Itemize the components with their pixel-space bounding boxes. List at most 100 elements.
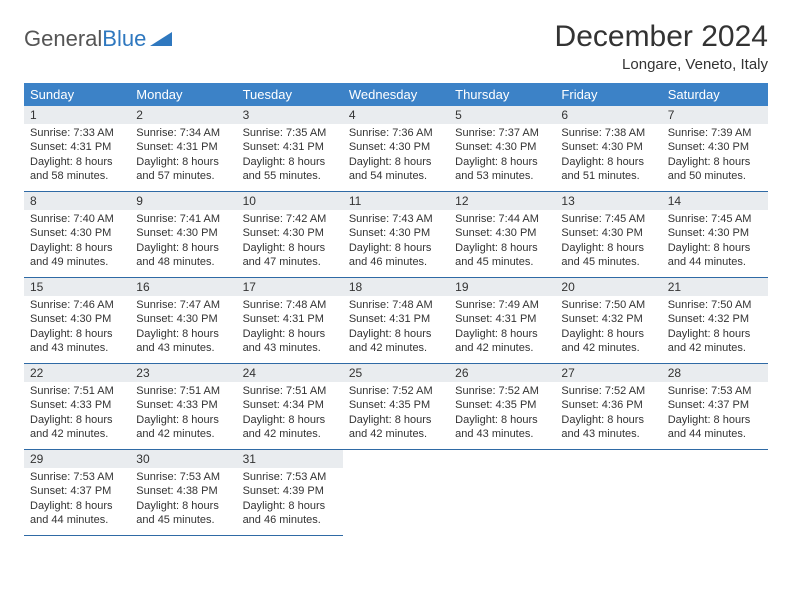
daylight-line: Daylight: 8 hours and 48 minutes. (136, 241, 230, 270)
sunrise-line: Sunrise: 7:52 AM (455, 384, 549, 398)
sunset-line: Sunset: 4:30 PM (668, 140, 762, 154)
logo-triangle-icon (146, 26, 172, 52)
sunrise-line: Sunrise: 7:37 AM (455, 126, 549, 140)
logo: GeneralBlue (24, 20, 172, 52)
day-details: Sunrise: 7:45 AMSunset: 4:30 PMDaylight:… (555, 210, 661, 269)
day-details: Sunrise: 7:52 AMSunset: 4:35 PMDaylight:… (343, 382, 449, 441)
daylight-line: Daylight: 8 hours and 42 minutes. (136, 413, 230, 442)
calendar-cell: 29Sunrise: 7:53 AMSunset: 4:37 PMDayligh… (24, 450, 130, 536)
sunrise-line: Sunrise: 7:49 AM (455, 298, 549, 312)
day-details: Sunrise: 7:38 AMSunset: 4:30 PMDaylight:… (555, 124, 661, 183)
sunset-line: Sunset: 4:30 PM (30, 226, 124, 240)
sunrise-line: Sunrise: 7:44 AM (455, 212, 549, 226)
daylight-line: Daylight: 8 hours and 44 minutes. (668, 413, 762, 442)
calendar-cell: 28Sunrise: 7:53 AMSunset: 4:37 PMDayligh… (662, 364, 768, 450)
sunset-line: Sunset: 4:31 PM (349, 312, 443, 326)
day-number: 21 (662, 278, 768, 296)
weekday-label: Tuesday (237, 83, 343, 106)
day-details: Sunrise: 7:37 AMSunset: 4:30 PMDaylight:… (449, 124, 555, 183)
sunset-line: Sunset: 4:30 PM (136, 312, 230, 326)
calendar-cell-empty (449, 450, 555, 536)
weekday-label: Wednesday (343, 83, 449, 106)
daylight-line: Daylight: 8 hours and 45 minutes. (136, 499, 230, 528)
calendar-cell-empty (555, 450, 661, 536)
day-number: 23 (130, 364, 236, 382)
day-number: 16 (130, 278, 236, 296)
sunrise-line: Sunrise: 7:52 AM (349, 384, 443, 398)
day-details: Sunrise: 7:39 AMSunset: 4:30 PMDaylight:… (662, 124, 768, 183)
day-details: Sunrise: 7:52 AMSunset: 4:35 PMDaylight:… (449, 382, 555, 441)
calendar-cell: 15Sunrise: 7:46 AMSunset: 4:30 PMDayligh… (24, 278, 130, 364)
sunset-line: Sunset: 4:31 PM (243, 140, 337, 154)
day-number: 4 (343, 106, 449, 124)
day-number: 18 (343, 278, 449, 296)
day-number: 17 (237, 278, 343, 296)
calendar-cell: 25Sunrise: 7:52 AMSunset: 4:35 PMDayligh… (343, 364, 449, 450)
sunset-line: Sunset: 4:37 PM (668, 398, 762, 412)
day-details: Sunrise: 7:48 AMSunset: 4:31 PMDaylight:… (237, 296, 343, 355)
sunrise-line: Sunrise: 7:48 AM (349, 298, 443, 312)
day-details: Sunrise: 7:50 AMSunset: 4:32 PMDaylight:… (555, 296, 661, 355)
sunset-line: Sunset: 4:33 PM (30, 398, 124, 412)
sunset-line: Sunset: 4:32 PM (668, 312, 762, 326)
sunrise-line: Sunrise: 7:33 AM (30, 126, 124, 140)
calendar-cell: 6Sunrise: 7:38 AMSunset: 4:30 PMDaylight… (555, 106, 661, 192)
daylight-line: Daylight: 8 hours and 43 minutes. (30, 327, 124, 356)
sunset-line: Sunset: 4:33 PM (136, 398, 230, 412)
day-details: Sunrise: 7:53 AMSunset: 4:37 PMDaylight:… (24, 468, 130, 527)
sunset-line: Sunset: 4:30 PM (30, 312, 124, 326)
day-number: 24 (237, 364, 343, 382)
sunset-line: Sunset: 4:37 PM (30, 484, 124, 498)
calendar-cell-empty (662, 450, 768, 536)
calendar-cell: 20Sunrise: 7:50 AMSunset: 4:32 PMDayligh… (555, 278, 661, 364)
day-number: 1 (24, 106, 130, 124)
sunset-line: Sunset: 4:32 PM (561, 312, 655, 326)
calendar-cell: 14Sunrise: 7:45 AMSunset: 4:30 PMDayligh… (662, 192, 768, 278)
calendar-cell: 10Sunrise: 7:42 AMSunset: 4:30 PMDayligh… (237, 192, 343, 278)
daylight-line: Daylight: 8 hours and 46 minutes. (243, 499, 337, 528)
calendar-cell: 26Sunrise: 7:52 AMSunset: 4:35 PMDayligh… (449, 364, 555, 450)
sunrise-line: Sunrise: 7:38 AM (561, 126, 655, 140)
sunset-line: Sunset: 4:39 PM (243, 484, 337, 498)
day-number: 10 (237, 192, 343, 210)
weekday-label: Thursday (449, 83, 555, 106)
day-details: Sunrise: 7:34 AMSunset: 4:31 PMDaylight:… (130, 124, 236, 183)
calendar-cell: 22Sunrise: 7:51 AMSunset: 4:33 PMDayligh… (24, 364, 130, 450)
daylight-line: Daylight: 8 hours and 42 minutes. (561, 327, 655, 356)
sunset-line: Sunset: 4:30 PM (561, 226, 655, 240)
calendar-cell: 21Sunrise: 7:50 AMSunset: 4:32 PMDayligh… (662, 278, 768, 364)
daylight-line: Daylight: 8 hours and 55 minutes. (243, 155, 337, 184)
sunrise-line: Sunrise: 7:51 AM (30, 384, 124, 398)
sunrise-line: Sunrise: 7:43 AM (349, 212, 443, 226)
daylight-line: Daylight: 8 hours and 44 minutes. (668, 241, 762, 270)
sunset-line: Sunset: 4:30 PM (349, 226, 443, 240)
calendar-cell: 19Sunrise: 7:49 AMSunset: 4:31 PMDayligh… (449, 278, 555, 364)
sunset-line: Sunset: 4:34 PM (243, 398, 337, 412)
calendar-cell: 3Sunrise: 7:35 AMSunset: 4:31 PMDaylight… (237, 106, 343, 192)
sunrise-line: Sunrise: 7:35 AM (243, 126, 337, 140)
month-title: December 2024 (555, 20, 768, 54)
daylight-line: Daylight: 8 hours and 43 minutes. (243, 327, 337, 356)
daylight-line: Daylight: 8 hours and 46 minutes. (349, 241, 443, 270)
weekday-label: Monday (130, 83, 236, 106)
calendar-cell: 17Sunrise: 7:48 AMSunset: 4:31 PMDayligh… (237, 278, 343, 364)
sunrise-line: Sunrise: 7:39 AM (668, 126, 762, 140)
sunset-line: Sunset: 4:38 PM (136, 484, 230, 498)
day-number: 19 (449, 278, 555, 296)
sunrise-line: Sunrise: 7:45 AM (561, 212, 655, 226)
calendar-cell: 24Sunrise: 7:51 AMSunset: 4:34 PMDayligh… (237, 364, 343, 450)
calendar-cell: 23 Sunrise: 7:51 AMSunset: 4:33 PMDayligh… (130, 364, 236, 450)
calendar-cell: 2Sunrise: 7:34 AMSunset: 4:31 PMDaylight… (130, 106, 236, 192)
sunrise-line: Sunrise: 7:51 AM (136, 384, 230, 398)
day-number: 12 (449, 192, 555, 210)
day-details: Sunrise: 7:47 AMSunset: 4:30 PMDaylight:… (130, 296, 236, 355)
logo-text-blue: Blue (102, 26, 146, 52)
page-header: GeneralBlue December 2024 Longare, Venet… (24, 20, 768, 73)
sunset-line: Sunset: 4:30 PM (668, 226, 762, 240)
day-details: Sunrise: 7:51 AMSunset: 4:33 PMDaylight:… (24, 382, 130, 441)
day-details: Sunrise: 7:33 AMSunset: 4:31 PMDaylight:… (24, 124, 130, 183)
calendar-cell: 16Sunrise: 7:47 AMSunset: 4:30 PMDayligh… (130, 278, 236, 364)
day-number: 2 (130, 106, 236, 124)
calendar-cell: 27Sunrise: 7:52 AMSunset: 4:36 PMDayligh… (555, 364, 661, 450)
day-number: 6 (555, 106, 661, 124)
